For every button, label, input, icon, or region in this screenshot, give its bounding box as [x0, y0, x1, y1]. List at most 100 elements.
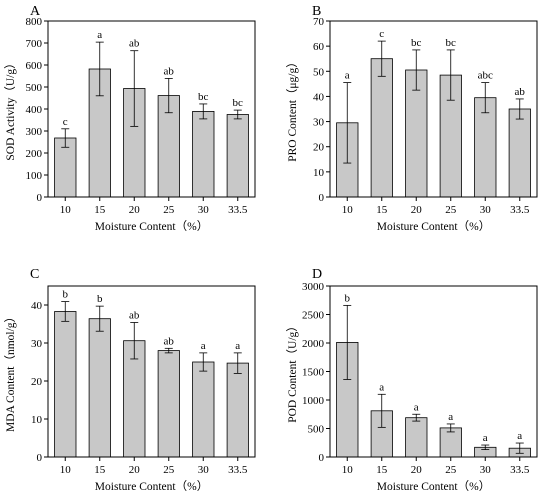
y-tick-label: 10	[313, 167, 325, 179]
significance-letter: a	[345, 70, 350, 82]
y-tick-label: 40	[31, 300, 43, 312]
x-tick-label: 10	[342, 204, 354, 216]
y-tick-label: 20	[31, 376, 43, 388]
y-tick-label: 800	[26, 16, 43, 28]
bar	[88, 318, 111, 458]
plot-frame	[47, 285, 256, 458]
x-tick-label: 15	[376, 204, 388, 216]
bar	[226, 114, 249, 198]
y-tick-label: 0	[319, 452, 325, 464]
y-tick-label: 1000	[302, 395, 325, 407]
x-axis-title: Moisture Content（%）	[377, 220, 490, 233]
x-tick-label: 10	[60, 204, 72, 216]
y-axis-title: SOD Activity（U/g）	[4, 57, 17, 160]
x-tick-label: 15	[94, 204, 106, 216]
y-tick-label: 1500	[302, 367, 325, 379]
x-tick-label: 30	[480, 204, 492, 216]
x-tick-label: 20	[411, 204, 423, 216]
bar	[157, 350, 180, 458]
y-tick-label: 0	[37, 192, 43, 204]
x-tick-label: 33.5	[228, 464, 248, 476]
y-tick-label: 300	[26, 126, 43, 138]
x-tick-label: 10	[342, 464, 354, 476]
significance-letter: bc	[198, 91, 209, 103]
significance-letter: ab	[164, 335, 175, 347]
significance-letter: c	[379, 28, 384, 40]
y-tick-label: 40	[313, 91, 325, 103]
x-tick-label: 25	[163, 204, 175, 216]
x-tick-label: 20	[129, 204, 141, 216]
plot-frame	[329, 285, 538, 458]
bar	[192, 361, 215, 458]
chart-panel-d: Db 10 a 15 a 20 a 25 a 30 a 33.5 0 500 1000 1500 2000 250…	[286, 267, 538, 493]
x-axis-title: Moisture Content（%）	[95, 480, 208, 493]
x-axis-title: Moisture Content（%）	[95, 220, 208, 233]
y-tick-label: 0	[319, 192, 325, 204]
bar	[370, 58, 393, 198]
bar	[192, 111, 215, 198]
significance-letter: abc	[478, 70, 493, 82]
y-tick-label: 20	[313, 142, 325, 154]
significance-letter: ab	[129, 309, 140, 321]
x-tick-label: 33.5	[510, 464, 530, 476]
y-tick-label: 30	[31, 338, 43, 350]
significance-letter: c	[63, 116, 68, 128]
significance-letter: a	[448, 411, 453, 423]
x-tick-label: 20	[411, 464, 423, 476]
x-tick-label: 10	[60, 464, 72, 476]
chart-panel-c: Cb 10 b 15 ab 20 ab 25 a 30 a 33.5 0 10 20 30 40 Moisture…	[4, 267, 256, 493]
significance-letter: bc	[446, 37, 457, 49]
significance-letter: bc	[411, 37, 422, 49]
bar	[405, 417, 428, 458]
y-tick-label: 30	[313, 117, 325, 129]
significance-letter: b	[345, 292, 351, 304]
significance-letter: a	[517, 430, 522, 442]
y-tick-label: 500	[308, 424, 325, 436]
significance-letter: b	[97, 293, 103, 305]
y-tick-label: 70	[313, 16, 325, 28]
y-tick-label: 3000	[302, 281, 325, 293]
panel-letter: C	[30, 267, 39, 282]
x-tick-label: 30	[198, 204, 210, 216]
significance-letter: b	[63, 289, 69, 301]
x-tick-label: 15	[376, 464, 388, 476]
y-tick-label: 0	[37, 452, 43, 464]
significance-letter: a	[483, 432, 488, 444]
bar	[226, 362, 249, 458]
significance-letter: a	[379, 381, 384, 393]
significance-letter: bc	[233, 97, 244, 109]
y-tick-label: 50	[313, 66, 325, 78]
plot-frame	[329, 20, 538, 198]
x-tick-label: 15	[94, 464, 106, 476]
y-tick-label: 100	[26, 170, 43, 182]
bar	[508, 108, 531, 198]
significance-letter: a	[201, 340, 206, 352]
chart-panel-a: Ac 10 a 15 ab 20 ab 25 bc 30 bc 33.5 0 100 200 300 400 50…	[4, 4, 256, 233]
significance-letter: a	[235, 340, 240, 352]
y-tick-label: 2000	[302, 338, 325, 350]
significance-letter: ab	[164, 65, 175, 77]
x-tick-label: 25	[445, 464, 457, 476]
x-tick-label: 30	[480, 464, 492, 476]
panel-letter: B	[312, 4, 321, 19]
y-tick-label: 600	[26, 60, 43, 72]
significance-letter: ab	[515, 86, 526, 98]
x-tick-label: 20	[129, 464, 141, 476]
chart-panel-b: Ba 10 c 15 bc 20 bc 25 abc 30 ab 33.5 0 10 20 30 40 50 60 7…	[286, 4, 538, 233]
significance-letter: a	[414, 401, 419, 413]
y-tick-label: 10	[31, 414, 43, 426]
y-tick-label: 200	[26, 148, 43, 160]
x-tick-label: 25	[445, 204, 457, 216]
x-axis-title: Moisture Content（%）	[377, 480, 490, 493]
y-tick-label: 2500	[302, 310, 325, 322]
panel-letter: D	[312, 267, 322, 282]
plot-frame	[47, 20, 256, 198]
bar	[54, 311, 77, 458]
x-tick-label: 33.5	[228, 204, 248, 216]
x-tick-label: 33.5	[510, 204, 530, 216]
y-axis-title: POD Content（U/g）	[286, 320, 299, 423]
y-axis-title: MDA Content（nmol/g）	[4, 311, 17, 432]
significance-letter: a	[97, 29, 102, 41]
y-tick-label: 700	[26, 38, 43, 50]
